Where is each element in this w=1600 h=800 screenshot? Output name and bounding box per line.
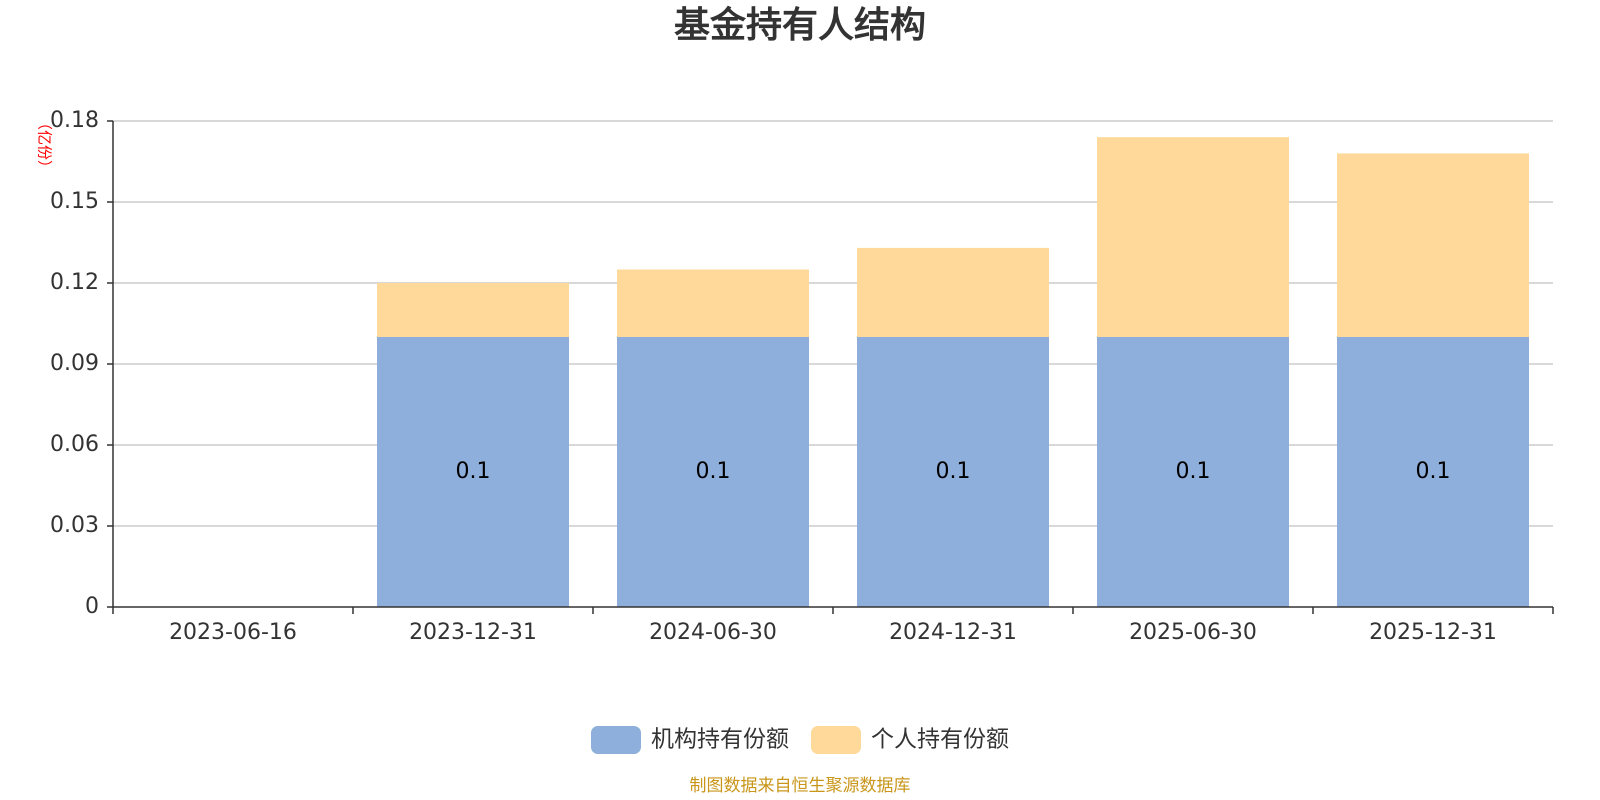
legend-label-0[interactable]: 机构持有份额 (651, 727, 789, 753)
x-tick-label: 2023-12-31 (409, 620, 537, 645)
y-tick-label: 0 (85, 594, 99, 619)
bar-segment-series-0 (1337, 337, 1529, 607)
x-tick-label: 2024-12-31 (889, 620, 1017, 645)
bar-segment-series-0 (1097, 337, 1289, 607)
y-axis-unit-label: （亿份） (36, 115, 54, 175)
legend: 机构持有份额 个人持有份额 (591, 726, 1009, 754)
chart-title: 基金持有人结构 (674, 4, 926, 46)
y-tick-label: 0.09 (50, 351, 99, 376)
bar-data-label: 0.1 (1176, 459, 1211, 484)
grid-lines (113, 120, 1553, 527)
axes: 0 0.03 0.06 0.09 0.12 0.15 0.18 2023-06-16 2023-… (50, 108, 1554, 645)
bar-segment-series-0 (377, 337, 569, 607)
x-tick-label: 2024-06-30 (649, 620, 777, 645)
bar-segment-series-1 (857, 247, 1049, 337)
bar-data-label: 0.1 (696, 459, 731, 484)
y-tick-label: 0.12 (50, 270, 99, 295)
bar-segment-series-1 (1337, 153, 1529, 337)
x-tick-label: 2025-06-30 (1129, 620, 1257, 645)
bar-data-label: 0.1 (1416, 459, 1451, 484)
data-source-note: 制图数据来自恒生聚源数据库 (690, 776, 911, 796)
y-tick-label: 0.03 (50, 513, 99, 538)
bar-data-label: 0.1 (936, 459, 971, 484)
bar-segment-series-0 (857, 337, 1049, 607)
bars (377, 137, 1529, 607)
bar-segment-series-1 (617, 269, 809, 337)
bar-data-label: 0.1 (456, 459, 491, 484)
y-tick-label: 0.06 (50, 432, 99, 457)
bar-segment-series-1 (377, 283, 569, 337)
legend-label-1[interactable]: 个人持有份额 (871, 727, 1009, 753)
y-tick-label: 0.15 (50, 189, 99, 214)
bar-segment-series-0 (617, 337, 809, 607)
legend-swatch-0[interactable] (591, 726, 641, 754)
bar-segment-series-1 (1097, 137, 1289, 337)
bar-labels: 0.1 0.1 0.1 0.1 0.1 (456, 459, 1451, 484)
legend-swatch-1[interactable] (811, 726, 861, 754)
x-tick-label: 2025-12-31 (1369, 620, 1497, 645)
x-tick-label: 2023-06-16 (169, 620, 297, 645)
y-tick-label: 0.18 (50, 108, 99, 133)
